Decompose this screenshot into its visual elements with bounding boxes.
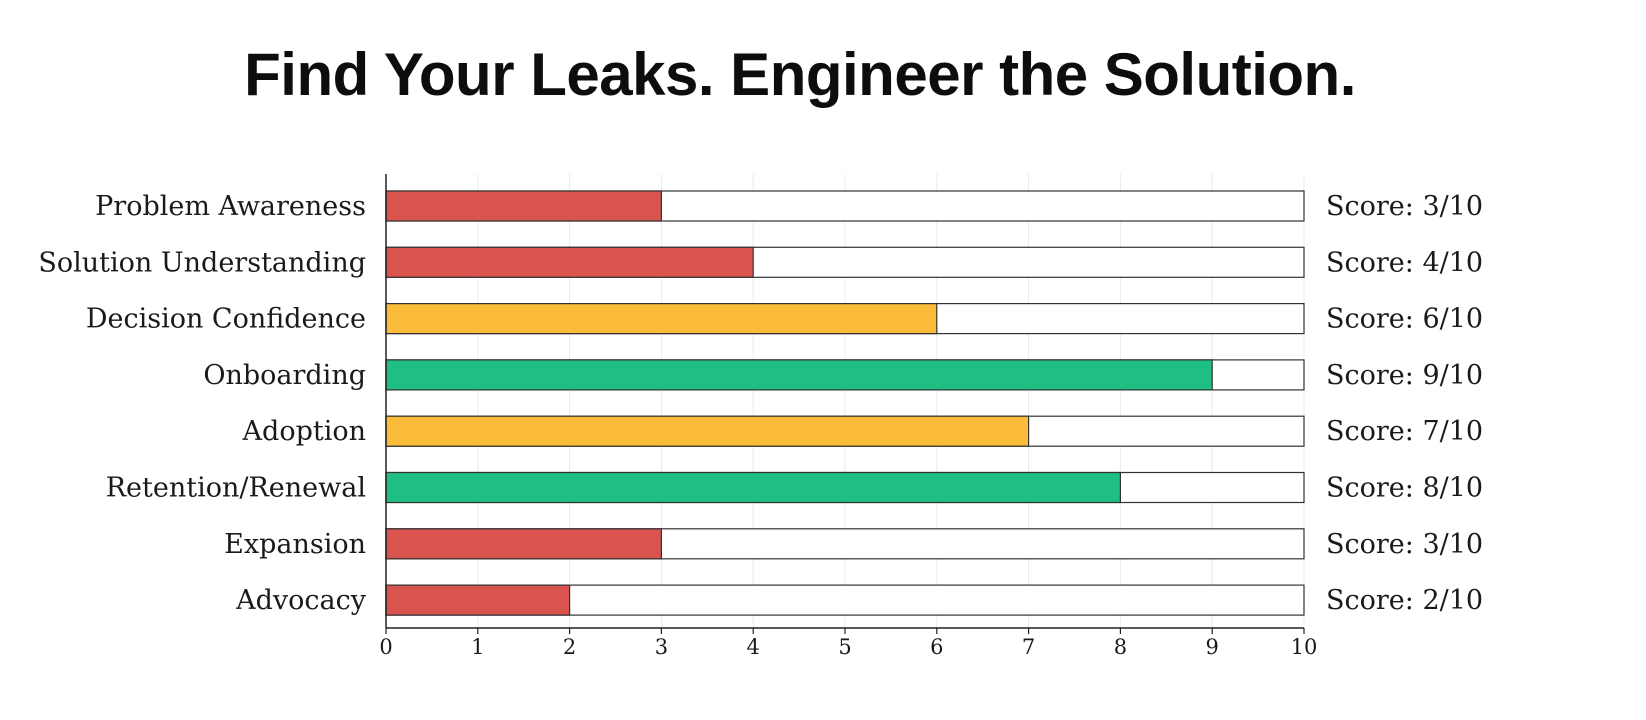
category-label: Onboarding	[203, 360, 366, 391]
score-label: Score: 7/10	[1326, 416, 1483, 447]
category-label: Decision Confidence	[86, 304, 366, 335]
category-label: Solution Understanding	[38, 247, 366, 278]
score-labels: Score: 3/10 Score: 4/10 Score: 6/10 Score: …	[1326, 191, 1483, 616]
bar	[385, 584, 571, 616]
x-tick-label: 0	[379, 635, 392, 659]
category-label: Advocacy	[235, 585, 367, 616]
x-tick-label: 2	[563, 635, 576, 659]
score-label: Score: 3/10	[1326, 529, 1483, 560]
category-label: Expansion	[224, 529, 366, 560]
score-label: Score: 8/10	[1326, 473, 1483, 504]
bar	[385, 471, 1122, 504]
x-tick-label: 6	[930, 635, 943, 659]
category-label: Adoption	[242, 416, 366, 447]
score-label: Score: 3/10	[1326, 191, 1483, 222]
category-labels: Problem Awareness Solution Understanding D…	[38, 191, 366, 616]
category-label: Problem Awareness	[95, 191, 366, 222]
grid-lines	[385, 174, 1305, 628]
bar	[385, 528, 662, 560]
x-tick-label: 9	[1206, 635, 1219, 659]
x-tick-label: 10	[1291, 635, 1318, 659]
x-tick-label: 7	[1022, 635, 1035, 659]
bar	[385, 303, 938, 335]
x-tick-label: 8	[1114, 635, 1127, 659]
x-tick-label: 5	[838, 635, 851, 659]
x-tick-label: 4	[747, 635, 760, 659]
score-label: Score: 4/10	[1326, 247, 1483, 278]
bars	[385, 190, 1213, 616]
bar	[385, 246, 754, 278]
category-label: Retention/Renewal	[106, 473, 366, 504]
score-label: Score: 9/10	[1326, 360, 1483, 391]
x-tick-labels: 0 1 2 3 4 5 6 7 8 9 10	[379, 628, 1317, 659]
page-title: Find Your Leaks. Engineer the Solution.	[244, 41, 1356, 108]
bar	[385, 415, 1030, 447]
x-tick-label: 1	[471, 635, 484, 659]
x-tick-label: 3	[655, 635, 668, 659]
score-label: Score: 6/10	[1326, 304, 1483, 335]
score-label: Score: 2/10	[1326, 585, 1483, 616]
bar	[385, 190, 662, 222]
bar	[385, 359, 1213, 391]
